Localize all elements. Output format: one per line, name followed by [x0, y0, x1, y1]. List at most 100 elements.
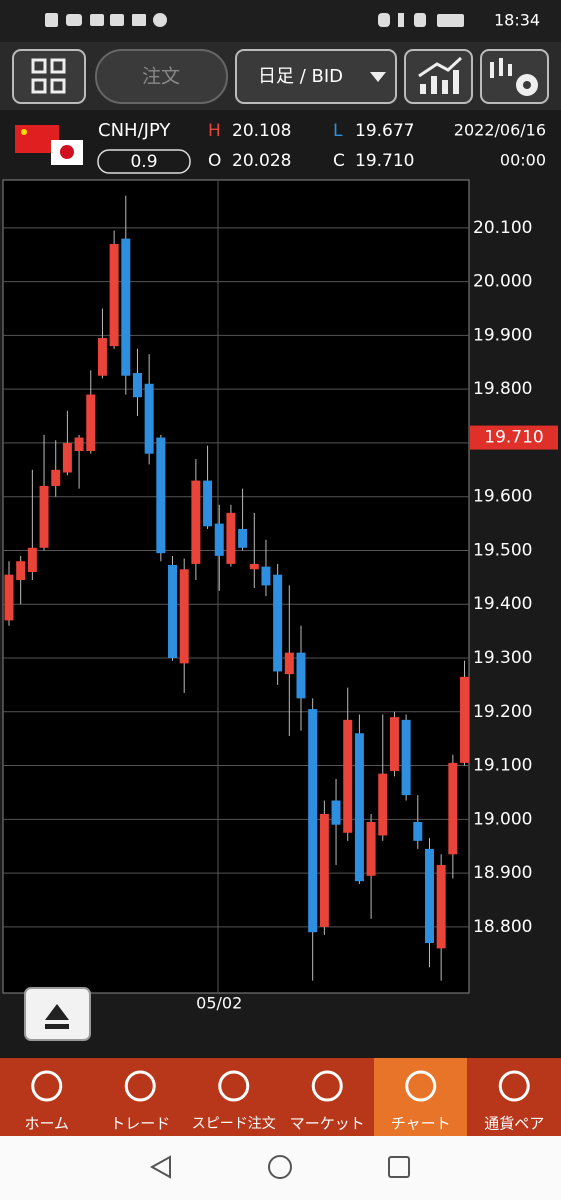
collapse-icon [45, 1004, 69, 1029]
candle-body [191, 480, 201, 564]
menu-button[interactable] [12, 49, 86, 104]
candle-body [366, 822, 376, 876]
order-button[interactable] [95, 49, 228, 104]
candle-body [308, 709, 318, 933]
nav-label[interactable]: チャート [391, 1115, 451, 1133]
candle-body [460, 676, 470, 763]
candle-body [436, 865, 446, 949]
candle-body [132, 373, 142, 398]
close-value: 19.710 [355, 151, 414, 171]
system-nav [0, 1136, 561, 1200]
status-time: 18:34 [494, 11, 540, 30]
flag-jp-sun [60, 145, 74, 159]
y-tick-label: 19.200 [473, 702, 532, 722]
candle-body [401, 719, 411, 796]
current-price-label: 19.710 [484, 428, 543, 448]
candle-body [4, 574, 14, 621]
spread: 0.9 [130, 152, 157, 172]
open-value: 20.028 [232, 151, 291, 171]
candle-body [179, 569, 189, 664]
indicator-button[interactable] [404, 49, 473, 104]
candle-body [144, 383, 154, 454]
candle-body [413, 822, 423, 841]
date: 2022/06/16 [454, 121, 546, 140]
open-label: O [208, 151, 221, 171]
y-tick-label: 19.600 [473, 487, 532, 507]
flag-cn-star [21, 129, 27, 135]
low-label: L [333, 121, 343, 141]
y-tick-label: 19.500 [473, 540, 532, 560]
candle-body [448, 762, 458, 855]
candle-body [343, 719, 353, 833]
close-label: C [333, 151, 345, 171]
dropdown-arrow [370, 72, 386, 82]
candle-body [39, 485, 49, 548]
order-button-label: 注文 [142, 66, 180, 88]
bottom-nav [0, 1058, 561, 1136]
candle-body [378, 773, 388, 836]
status-bar [0, 0, 561, 42]
candle-body [354, 733, 364, 882]
x-tick-label: 05/02 [196, 994, 242, 1013]
nav-label[interactable]: 通貨ペア [484, 1115, 544, 1133]
status-icons [45, 13, 464, 27]
nav-icon [405, 1070, 437, 1102]
candle-body [249, 563, 259, 570]
recents-button[interactable] [388, 1156, 410, 1178]
candle-body [331, 800, 341, 825]
y-tick-label: 19.300 [473, 648, 532, 668]
nav-icon [31, 1070, 63, 1102]
candle-body [97, 338, 107, 376]
indicator-icon [418, 56, 463, 94]
candle-body [273, 574, 283, 672]
candle-body [62, 442, 72, 473]
nav-icon [498, 1070, 530, 1102]
nav-label[interactable]: スピード注文 [192, 1116, 276, 1132]
y-tick-label: 19.900 [473, 325, 532, 345]
candle-body [296, 652, 306, 699]
current-price-tag [470, 425, 558, 450]
candle-body [203, 480, 213, 527]
y-tick-label: 19.800 [473, 379, 532, 399]
candle-body [226, 512, 236, 564]
y-tick-label: 20.100 [473, 218, 532, 238]
y-tick-label: 19.000 [473, 809, 532, 829]
candle-body [284, 652, 294, 675]
y-tick-label: 19.100 [473, 756, 532, 776]
back-button[interactable] [149, 1155, 171, 1179]
plot-area [2, 179, 470, 994]
home-button[interactable] [268, 1155, 292, 1179]
settings-icon [490, 58, 538, 96]
y-tick-label: 18.800 [473, 917, 532, 937]
candle-body [261, 566, 271, 586]
nav-label[interactable]: ホーム [24, 1115, 69, 1133]
candle-body [214, 523, 224, 556]
pair: CNH/JPY [98, 120, 171, 141]
candle-body [27, 547, 37, 572]
candle-body [16, 561, 26, 581]
candle-body [121, 238, 131, 376]
nav-icon [311, 1070, 343, 1102]
period-select[interactable] [235, 49, 397, 104]
y-tick-label: 18.900 [473, 863, 532, 883]
nav-label[interactable]: マーケット [290, 1115, 365, 1133]
candle-body [389, 717, 399, 771]
high-value: 20.108 [232, 121, 291, 141]
candle-body [51, 469, 61, 486]
candle-body [319, 813, 329, 927]
spread-box [97, 149, 191, 174]
high-label: H [208, 121, 221, 141]
candle-body [168, 564, 178, 659]
period-select-label: 日足 / BID [258, 66, 343, 87]
low-value: 19.677 [355, 121, 414, 141]
nav-label[interactable]: トレード [110, 1115, 170, 1133]
y-tick-label: 20.000 [473, 272, 532, 292]
nav-icon [218, 1070, 250, 1102]
candle-body [156, 437, 166, 554]
candle-body [238, 528, 248, 548]
candle-body [109, 243, 119, 347]
nav-icon [124, 1070, 156, 1102]
candle-body [86, 394, 96, 451]
